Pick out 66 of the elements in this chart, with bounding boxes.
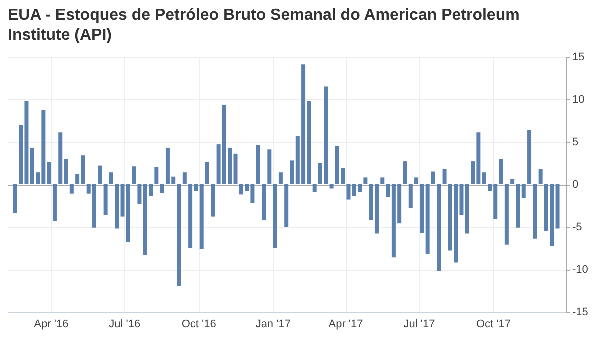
bar xyxy=(47,162,52,184)
bar xyxy=(273,184,278,248)
bar xyxy=(154,168,159,184)
y-tick-label: 10 xyxy=(572,94,585,106)
bar xyxy=(262,184,266,220)
y-tick-label: -10 xyxy=(572,264,588,276)
bar xyxy=(504,184,509,245)
bar xyxy=(200,184,204,250)
bar xyxy=(556,184,560,229)
bar xyxy=(431,172,436,184)
bar xyxy=(160,184,164,193)
bar xyxy=(290,160,294,184)
bar xyxy=(465,184,470,234)
bar xyxy=(510,179,515,184)
bar xyxy=(109,172,114,184)
x-tick-label: Jan '17 xyxy=(256,318,291,330)
bar xyxy=(408,184,413,208)
bar xyxy=(403,162,408,184)
x-tick-label: Jul '17 xyxy=(404,318,436,330)
bar xyxy=(380,178,385,184)
bar xyxy=(104,184,108,216)
bar xyxy=(420,184,424,233)
bar xyxy=(364,178,368,184)
y-tick-label: -5 xyxy=(572,222,582,234)
x-tick-label: Oct '16 xyxy=(182,318,216,330)
y-tick-label: 0 xyxy=(572,179,579,191)
bar xyxy=(330,184,334,189)
bar xyxy=(522,184,526,198)
bar xyxy=(206,162,210,184)
bar xyxy=(499,159,504,184)
bar xyxy=(437,184,442,272)
y-tick-label: 5 xyxy=(572,136,579,148)
chart-title: EUA - Estoques de Petróleo Bruto Semanal do American Petroleum Institute (API) xyxy=(8,7,520,44)
bar xyxy=(64,159,68,184)
x-tick-label: Apr '16 xyxy=(34,318,69,330)
bar xyxy=(268,150,272,184)
x-tick-label: Jul '16 xyxy=(109,318,141,330)
bar xyxy=(528,130,532,184)
bar xyxy=(516,184,520,228)
bar xyxy=(52,184,57,222)
bar xyxy=(177,184,182,286)
bar xyxy=(234,154,238,184)
bar xyxy=(58,132,63,184)
bar xyxy=(138,184,142,204)
bar xyxy=(312,184,317,192)
bar xyxy=(98,166,102,184)
x-tick-label: Apr '17 xyxy=(328,318,364,330)
bar xyxy=(182,172,187,184)
bar xyxy=(533,184,538,239)
y-tick-label: 15 xyxy=(572,52,585,64)
bar xyxy=(13,184,18,214)
bar xyxy=(211,184,216,217)
bar xyxy=(70,184,74,194)
bar xyxy=(426,184,430,254)
bar xyxy=(278,172,283,184)
bar xyxy=(442,169,447,184)
bar xyxy=(414,178,419,184)
bar xyxy=(256,145,260,184)
bar xyxy=(115,184,120,229)
y-tick-label: -15 xyxy=(572,306,588,318)
bar xyxy=(132,166,136,184)
bar xyxy=(346,184,351,200)
x-tick-label: Oct '17 xyxy=(476,318,511,330)
bar xyxy=(284,184,289,227)
bar xyxy=(538,169,543,184)
bar xyxy=(482,172,486,184)
